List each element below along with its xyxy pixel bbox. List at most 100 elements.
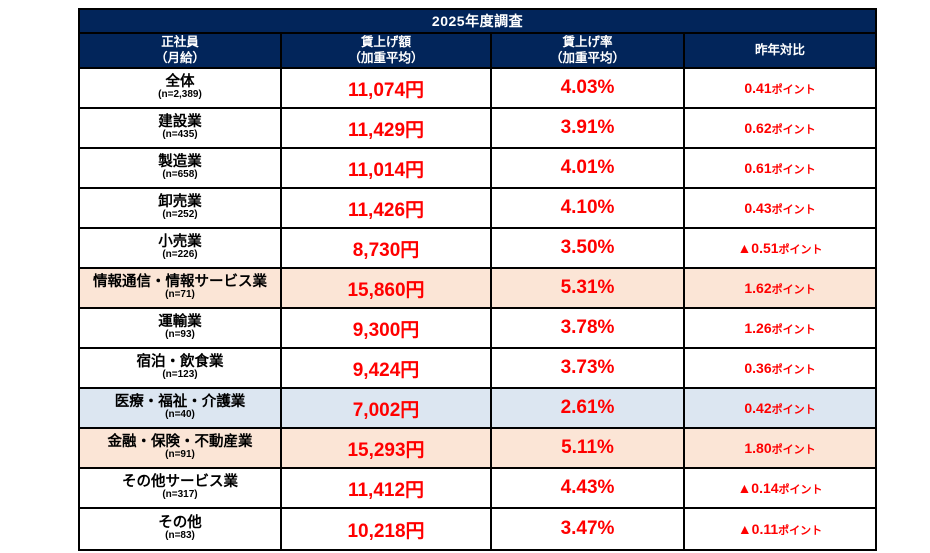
yoy-diff-value: ▲0.11: [737, 520, 779, 537]
wage-rate-cell: 5.11%: [492, 429, 685, 467]
table-row: 宿泊・飲食業 (n=123) 9,424円 3.73% 0.36 ポイント: [80, 349, 875, 389]
wage-rate-cell: 4.10%: [492, 189, 685, 227]
industry-name: 製造業: [158, 154, 202, 171]
industry-cell: 医療・福祉・介護業 (n=40): [80, 389, 282, 427]
wage-amount-cell: 15,860円: [282, 269, 492, 307]
industry-cell: 全体 (n=2,389): [80, 69, 282, 107]
wage-amount-cell: 11,014円: [282, 149, 492, 187]
industry-cell: 建設業 (n=435): [80, 109, 282, 147]
wage-amount: 10,218円: [347, 520, 425, 542]
industry-name: 小売業: [158, 234, 202, 251]
yoy-diff-cell: 1.80 ポイント: [685, 429, 875, 467]
wage-amount-cell: 11,412円: [282, 469, 492, 507]
yoy-diff-unit: ポイント: [771, 443, 816, 456]
wage-rate-cell: 4.43%: [492, 469, 685, 507]
yoy-diff-unit: ポイント: [771, 283, 816, 296]
yoy-diff-cell: 1.26 ポイント: [685, 309, 875, 347]
wage-rate-cell: 5.31%: [492, 269, 685, 307]
wage-rate: 5.11%: [561, 437, 614, 458]
yoy-diff-unit: ポイント: [771, 83, 816, 96]
table-header-row: 正社員 （月給） 賃上げ額 （加重平均） 賃上げ率 （加重平均） 昨年対比: [80, 34, 875, 69]
table-row: 金融・保険・不動産業 (n=91) 15,293円 5.11% 1.80 ポイント: [80, 429, 875, 469]
industry-cell: 製造業 (n=658): [80, 149, 282, 187]
table-title: 2025年度調査: [80, 10, 875, 34]
wage-amount-cell: 11,074円: [282, 69, 492, 107]
yoy-diff-unit: ポイント: [771, 163, 816, 176]
industry-name: 建設業: [158, 114, 202, 131]
yoy-diff-unit: ポイント: [771, 123, 816, 136]
industry-cell: 情報通信・情報サービス業 (n=71): [80, 269, 282, 307]
sample-size: (n=226): [162, 249, 198, 261]
wage-rate-cell: 4.01%: [492, 149, 685, 187]
yoy-diff-value: 1.80: [744, 439, 772, 456]
wage-rate-cell: 2.61%: [492, 389, 685, 427]
table-row: 製造業 (n=658) 11,014円 4.01% 0.61 ポイント: [80, 149, 875, 189]
yoy-diff-value: ▲0.14: [737, 479, 779, 496]
yoy-diff-value: 0.36: [744, 359, 772, 376]
wage-amount-cell: 11,426円: [282, 189, 492, 227]
wage-rate-cell: 3.50%: [492, 229, 685, 267]
wage-rate: 3.50%: [560, 237, 615, 258]
yoy-diff-cell: 0.42 ポイント: [685, 389, 875, 427]
industry-cell: 小売業 (n=226): [80, 229, 282, 267]
header-line: 賃上げ額: [360, 34, 411, 49]
yoy-diff-cell: 0.41 ポイント: [685, 69, 875, 107]
table-row: その他 (n=83) 10,218円 3.47% ▲0.11 ポイント: [80, 509, 875, 549]
header-line: 昨年対比: [754, 42, 805, 57]
table-row: 運輸業 (n=93) 9,300円 3.78% 1.26 ポイント: [80, 309, 875, 349]
wage-rate: 4.10%: [560, 197, 615, 218]
wage-rate-cell: 3.91%: [492, 109, 685, 147]
wage-rate: 4.01%: [560, 157, 615, 178]
yoy-diff-value: 1.62: [744, 279, 772, 296]
wage-amount-cell: 8,730円: [282, 229, 492, 267]
industry-cell: その他 (n=83): [80, 509, 282, 549]
wage-rate: 4.03%: [560, 77, 615, 98]
wage-amount: 15,860円: [347, 279, 425, 301]
yoy-diff-unit: ポイント: [771, 323, 816, 336]
yoy-diff-value: 0.42: [744, 399, 772, 416]
sample-size: (n=83): [165, 530, 195, 542]
yoy-diff-value: 1.26: [744, 319, 772, 336]
wage-amount: 7,002円: [352, 399, 420, 421]
yoy-diff-cell: 0.36 ポイント: [685, 349, 875, 387]
yoy-diff-cell: ▲0.14 ポイント: [685, 469, 875, 507]
wage-survey-table: 2025年度調査 正社員 （月給） 賃上げ額 （加重平均） 賃上げ率 （加重平均…: [78, 8, 877, 551]
yoy-diff-value: 0.41: [744, 79, 772, 96]
header-yoy-column: 昨年対比: [685, 34, 875, 67]
wage-amount: 11,412円: [347, 479, 425, 501]
industry-name: 情報通信・情報サービス業: [93, 274, 267, 291]
header-wage-rate-column: 賃上げ率 （加重平均）: [492, 34, 685, 67]
wage-rate-cell: 3.47%: [492, 509, 685, 549]
wage-rate-cell: 3.78%: [492, 309, 685, 347]
yoy-diff-value: ▲0.51: [737, 239, 779, 256]
wage-rate: 3.47%: [560, 518, 615, 539]
wage-rate: 5.31%: [560, 277, 615, 298]
wage-rate: 3.73%: [560, 357, 615, 378]
industry-cell: 宿泊・飲食業 (n=123): [80, 349, 282, 387]
table-row: 小売業 (n=226) 8,730円 3.50% ▲0.51 ポイント: [80, 229, 875, 269]
sample-size: (n=252): [162, 209, 198, 221]
yoy-diff-cell: ▲0.11 ポイント: [685, 509, 875, 549]
wage-rate: 2.61%: [560, 397, 615, 418]
sample-size: (n=40): [165, 409, 195, 421]
wage-amount-cell: 9,424円: [282, 349, 492, 387]
yoy-diff-unit: ポイント: [771, 403, 816, 416]
industry-name: 運輸業: [158, 314, 202, 331]
yoy-diff-cell: 0.43 ポイント: [685, 189, 875, 227]
wage-amount: 11,074円: [347, 79, 425, 101]
sample-size: (n=2,389): [158, 89, 202, 101]
industry-cell: 運輸業 (n=93): [80, 309, 282, 347]
yoy-diff-unit: ポイント: [771, 203, 816, 216]
sample-size: (n=123): [162, 369, 198, 381]
sample-size: (n=658): [162, 169, 198, 181]
table-row: その他サービス業 (n=317) 11,412円 4.43% ▲0.14 ポイント: [80, 469, 875, 509]
wage-amount: 11,429円: [347, 119, 425, 141]
sample-size: (n=93): [165, 329, 195, 341]
sample-size: (n=91): [165, 449, 195, 461]
table-row: 卸売業 (n=252) 11,426円 4.10% 0.43 ポイント: [80, 189, 875, 229]
yoy-diff-value: 0.61: [744, 159, 772, 176]
wage-amount: 15,293円: [347, 439, 425, 461]
industry-name: 金融・保険・不動産業: [107, 434, 253, 451]
yoy-diff-value: 0.62: [744, 119, 772, 136]
